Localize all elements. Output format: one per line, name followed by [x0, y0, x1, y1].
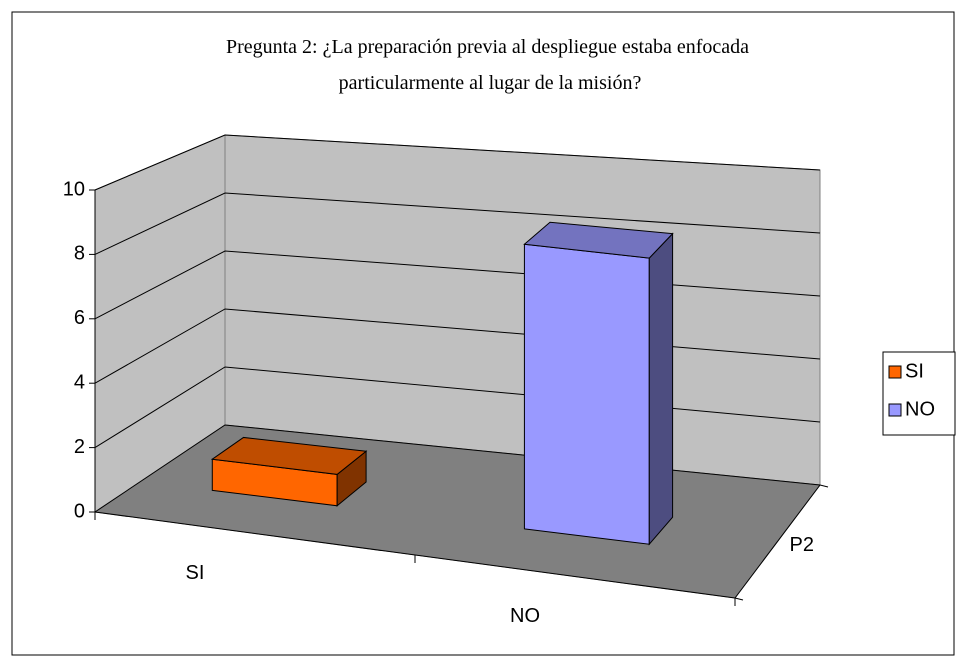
depth-tick	[819, 484, 829, 488]
legend-label: SI	[905, 360, 924, 382]
bar-front	[523, 243, 650, 545]
y-tick-label: 0	[74, 500, 85, 522]
bar	[523, 221, 674, 546]
y-tick-label: 8	[74, 243, 85, 265]
grid-line	[94, 192, 821, 255]
depth-label: P2	[790, 534, 814, 556]
grid-line	[94, 134, 821, 191]
title-line: particularmente al lugar de la misión?	[339, 72, 642, 94]
x-tick-label: NO	[510, 605, 540, 627]
bar-top	[210, 436, 368, 475]
y-tick-label: 6	[74, 307, 85, 329]
depth-axis	[734, 484, 821, 599]
legend-label: NO	[905, 398, 935, 420]
y-tick-label: 10	[63, 178, 85, 200]
x-tick-label: SI	[186, 562, 205, 584]
back-wall	[224, 134, 821, 486]
y-tick-label: 2	[74, 436, 85, 458]
title-line: Pregunta 2: ¿La preparación previa al de…	[226, 36, 749, 58]
depth-tick	[734, 597, 744, 601]
bar	[210, 436, 368, 507]
bar-top	[523, 221, 674, 259]
chart-title: Pregunta 2: ¿La preparación previa al de…	[226, 36, 754, 94]
legend-swatch	[888, 403, 902, 417]
y-tick-label: 4	[74, 371, 85, 393]
bar-side	[648, 232, 674, 546]
legend-swatch	[888, 365, 902, 379]
